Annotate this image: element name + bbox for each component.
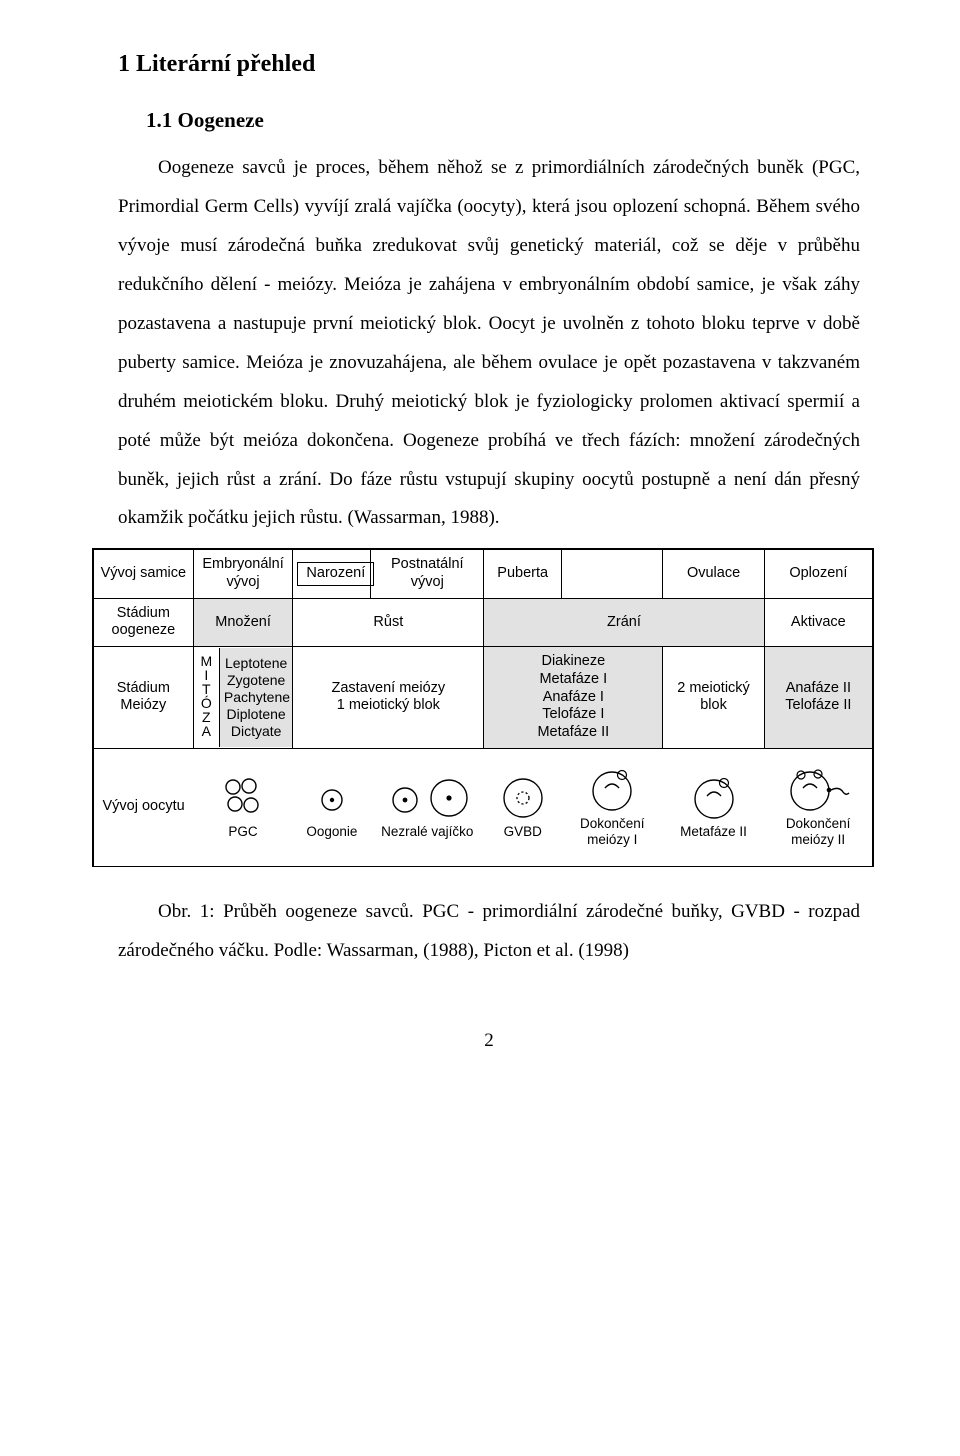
metafaze2-icon <box>689 774 739 820</box>
oocyte-oogonie: Oogonie <box>293 748 371 866</box>
oocyte-gvbd: GVBD <box>484 748 562 866</box>
row-stadium-oogeneze: Stádiumoogeneze Množení Růst Zrání Aktiv… <box>94 598 873 646</box>
pgc-icon <box>220 774 266 820</box>
row1-cell-oplozeni: Oplození <box>764 550 872 598</box>
row2-mnozeni: Množení <box>193 598 293 646</box>
page-number: 2 <box>118 1031 860 1050</box>
dokonceni2-icon <box>785 766 851 812</box>
oogenesis-diagram: Vývoj samice Embryonálnívývoj Narození P… <box>92 548 874 867</box>
row3-mitoza-stages: MITÓZA Leptotene Zygotene Pachytene Dipl… <box>193 647 293 748</box>
heading-1: 1 Literární přehled <box>118 52 860 76</box>
oocyte-dokonceni2: Dokončenímeiózy II <box>764 748 872 866</box>
row2-aktivace: Aktivace <box>764 598 872 646</box>
row3-block2: 2 meiotickýblok <box>663 647 764 748</box>
oocyte-dokonceni1: Dokončenímeiózy I <box>562 748 663 866</box>
dokonceni1-icon <box>587 766 637 812</box>
figure-caption: Obr. 1: Průběh oogeneze savců. PGC - pri… <box>118 893 860 971</box>
row1-label: Vývoj samice <box>94 550 194 598</box>
row-vyvoj-samice: Vývoj samice Embryonálnívývoj Narození P… <box>94 550 873 598</box>
row3-label: StádiumMeiózy <box>94 647 194 748</box>
row1-cell-narozeni: Narození <box>293 550 371 598</box>
heading-2: 1.1 Oogeneze <box>118 110 860 131</box>
row2-label: Stádiumoogeneze <box>94 598 194 646</box>
row2-zrani: Zrání <box>484 598 764 646</box>
oocyte-pgc: PGC <box>193 748 293 866</box>
oogonie-icon <box>312 774 352 820</box>
row1-cell-blank <box>562 550 663 598</box>
row3-arrest: Zastavení meiózy1 meiotický blok <box>293 647 484 748</box>
row-vyvoj-oocytu: Vývoj oocytu PGC Oogonie <box>94 748 873 866</box>
row3-diakineze: Diakineze Metafáze I Anafáze I Telofáze … <box>484 647 663 748</box>
row4-label: Vývoj oocytu <box>94 748 194 866</box>
nezrale-icon <box>383 774 471 820</box>
row-stadium-meiozy: StádiumMeiózy MITÓZA Leptotene Zygotene … <box>94 647 873 748</box>
gvbd-icon <box>498 774 548 820</box>
row1-cell-puberta: Puberta <box>484 550 562 598</box>
mitoza-vertical: MITÓZA <box>200 654 212 738</box>
body-paragraph: Oogeneze savců je proces, během něhož se… <box>118 149 860 538</box>
oocyte-metafaze2: Metafáze II <box>663 748 764 866</box>
row1-cell-embryonalni: Embryonálnívývoj <box>193 550 293 598</box>
oocyte-nezrale: Nezralé vajíčko <box>371 748 484 866</box>
row2-rust: Růst <box>293 598 484 646</box>
row3-anaII: Anafáze IITelofáze II <box>764 647 872 748</box>
row1-cell-ovulace: Ovulace <box>663 550 764 598</box>
row1-cell-postnatalni: Postnatálnívývoj <box>371 550 484 598</box>
